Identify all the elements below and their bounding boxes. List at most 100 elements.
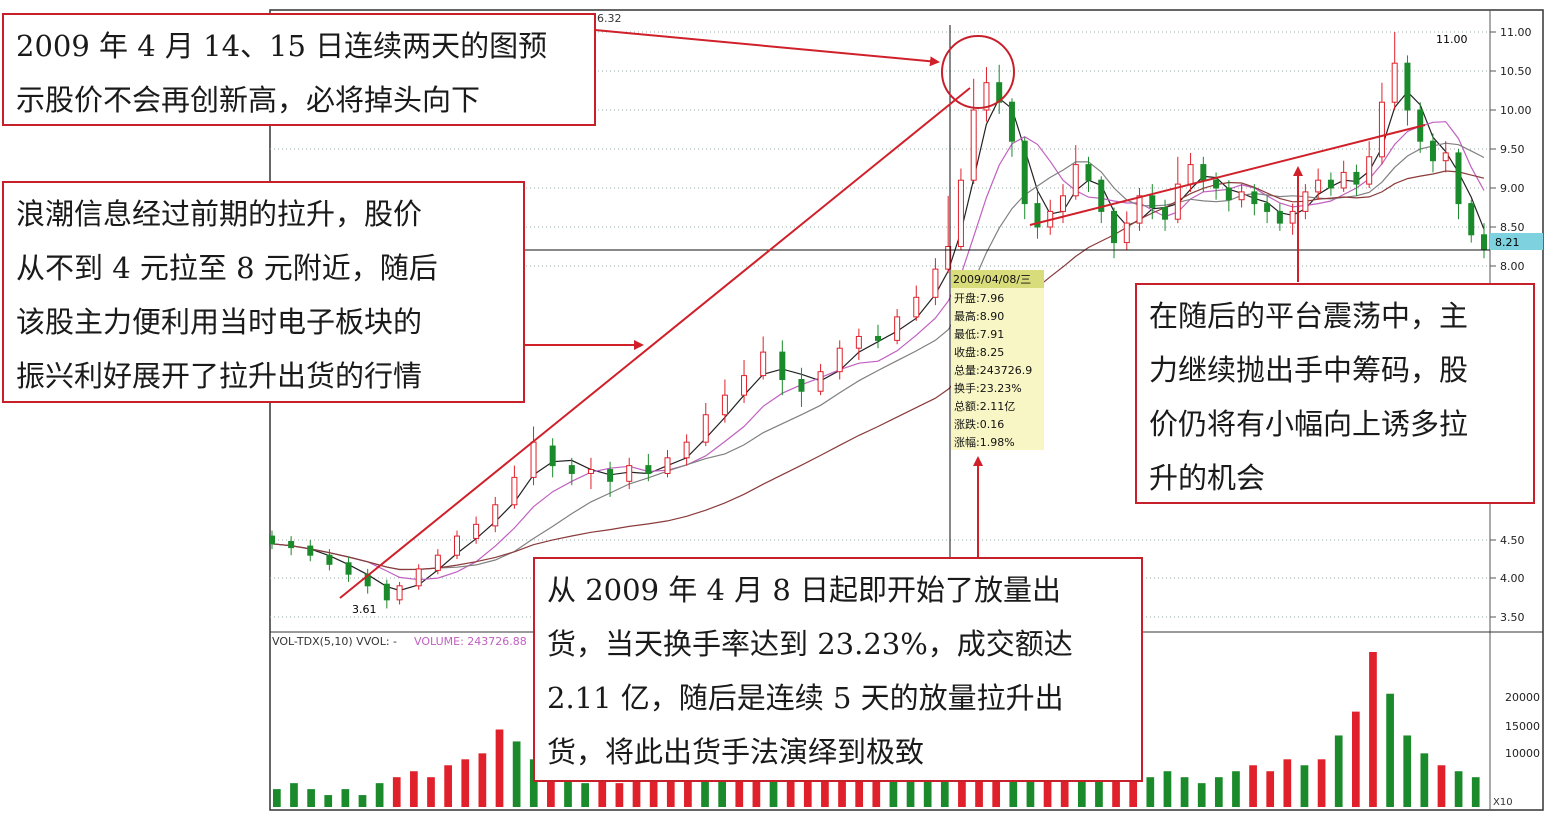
note-bottom-line-1: 从 2009 年 4 月 8 日起即开始了放量出: [547, 573, 1062, 607]
volume-bar: [855, 759, 864, 807]
volume-bar: [1163, 771, 1172, 807]
candle-body: [1468, 203, 1475, 236]
y-tick-label: 10.00: [1500, 104, 1532, 117]
candle-body: [1340, 171, 1347, 189]
volume-bar: [1095, 771, 1103, 807]
current-price-label: 8.21: [1495, 236, 1520, 249]
candle-body: [1327, 179, 1334, 189]
volume-axis-labels: 20000 15000 10000: [1505, 691, 1540, 760]
candle-body: [741, 375, 748, 396]
candle-body: [875, 335, 881, 341]
candle-body: [492, 504, 499, 527]
volume-bar: [1129, 771, 1138, 807]
y-tick-label: 9.50: [1500, 143, 1525, 156]
tooltip-rows: 开盘:7.96 最高:8.90 最低:7.91 收盘:8.25 总量:243726.9 换…: [954, 291, 1032, 449]
note-top-line-2: 示股价不会再创新高，必将掉头向下: [16, 83, 481, 117]
candle-body: [836, 347, 843, 373]
candle-body: [1059, 195, 1066, 212]
candle-body: [855, 335, 862, 349]
candle-body: [1481, 234, 1487, 251]
tooltip-row: 收盘:8.25: [954, 345, 1004, 359]
candle-body: [1264, 203, 1271, 212]
candle-body: [1353, 171, 1360, 185]
volume-bar: [290, 783, 298, 807]
volume-bar: [427, 777, 435, 807]
uptrend-line: [339, 87, 971, 599]
note-bottom-line-2: 货，当天换手率达到 23.23%，成交额达: [547, 627, 1073, 661]
y-tick-label: 10.50: [1500, 65, 1532, 78]
candle-body: [779, 351, 786, 381]
candle-body: [1378, 101, 1385, 158]
volume-bar: [512, 741, 521, 807]
volume-bar: [1197, 783, 1206, 807]
note-right-line-1: 在随后的平台震荡中，主: [1149, 299, 1469, 333]
volume-bar: [307, 789, 315, 807]
tooltip-row: 最低:7.91: [954, 328, 1004, 341]
candle-body: [1200, 164, 1207, 181]
volume-bar: [478, 753, 487, 807]
volume-bar: [1334, 735, 1343, 807]
ma-line: [271, 121, 1485, 581]
candle-body: [473, 523, 480, 539]
volume-bar: [1214, 777, 1223, 807]
candle-body: [415, 568, 422, 587]
volume-bar: [341, 789, 350, 807]
volume-bar: [1232, 771, 1240, 807]
tooltip-row: 涨幅:1.98%: [954, 436, 1015, 449]
volume-bar: [821, 765, 829, 807]
grid: [270, 31, 1496, 618]
volume-bar: [1369, 652, 1377, 807]
y-tick-label: 11.00: [1500, 26, 1532, 39]
y-tick-label: 9.00: [1500, 182, 1525, 195]
y-axis-labels: 11.00 10.50 10.00 9.50 9.00 8.50 8.00 4.50 4.00 3…: [1500, 26, 1532, 624]
candle-body: [1149, 195, 1156, 209]
candle-body: [721, 394, 728, 416]
candle-body: [1251, 191, 1258, 205]
candle-body: [1442, 152, 1449, 162]
tooltip-box: [951, 270, 1044, 450]
note-left-line-2: 从不到 4 元拉至 8 元附近，随后: [16, 251, 438, 285]
note-top-line-1: 2009 年 4 月 14、15 日连续两天的图预: [16, 29, 548, 63]
note-left-line-4: 振兴利好展开了拉升出货的行情: [16, 359, 423, 393]
candle-body: [587, 469, 594, 474]
volume-bar: [649, 771, 658, 807]
highlight-circle: [941, 35, 1015, 109]
note-top: 2009 年 4 月 14、15 日连续两天的图预 示股价不会再创新高，必将掉头…: [2, 13, 596, 126]
candle-body: [798, 379, 805, 392]
candle-body: [1162, 207, 1169, 220]
note-bottom-line-4: 货，将此出货手法演绎到极致: [547, 735, 925, 769]
volume-bar: [1420, 753, 1429, 807]
candle-body: [434, 554, 441, 571]
candle-body: [1213, 179, 1220, 189]
candle-body: [1289, 210, 1296, 224]
candle-body: [549, 445, 556, 467]
volume-bar: [615, 783, 624, 807]
candle-body: [1276, 210, 1283, 224]
volume-bar: [684, 765, 692, 807]
candle-body: [1225, 187, 1232, 201]
candle-body: [760, 351, 767, 377]
candle-body: [1455, 152, 1462, 205]
candle-body: [568, 465, 575, 474]
volume-bar: [375, 783, 384, 807]
volume-bar: [1471, 777, 1480, 807]
volume-bar: [581, 783, 589, 807]
volume-bar: [1249, 765, 1257, 807]
candle-body: [970, 109, 977, 181]
tooltip-row: 总量:243726.9: [954, 363, 1032, 377]
volume-bar: [1317, 759, 1326, 807]
volume-bar: [392, 777, 401, 807]
candle-body: [607, 469, 614, 482]
note-right-line-4: 升的机会: [1149, 461, 1266, 495]
volume-bar: [1009, 759, 1018, 807]
volume-bar: [1146, 777, 1155, 807]
note-bottom-line-3: 2.11 亿，随后是连续 5 天的放量拉升出: [547, 681, 1064, 715]
candle-body: [1366, 156, 1373, 185]
note-right-line-2: 力继续抛出手中筹码，股: [1149, 353, 1469, 387]
candle-body: [1315, 179, 1322, 193]
volume-bar: [718, 759, 727, 807]
note-right: 在随后的平台震荡中，主 力继续抛出手中筹码，股 价仍将有小幅向上诱多拉 升的机会: [1135, 283, 1535, 504]
candle-body: [269, 535, 275, 545]
volume-bar: [529, 759, 538, 807]
candle-body: [326, 554, 333, 565]
